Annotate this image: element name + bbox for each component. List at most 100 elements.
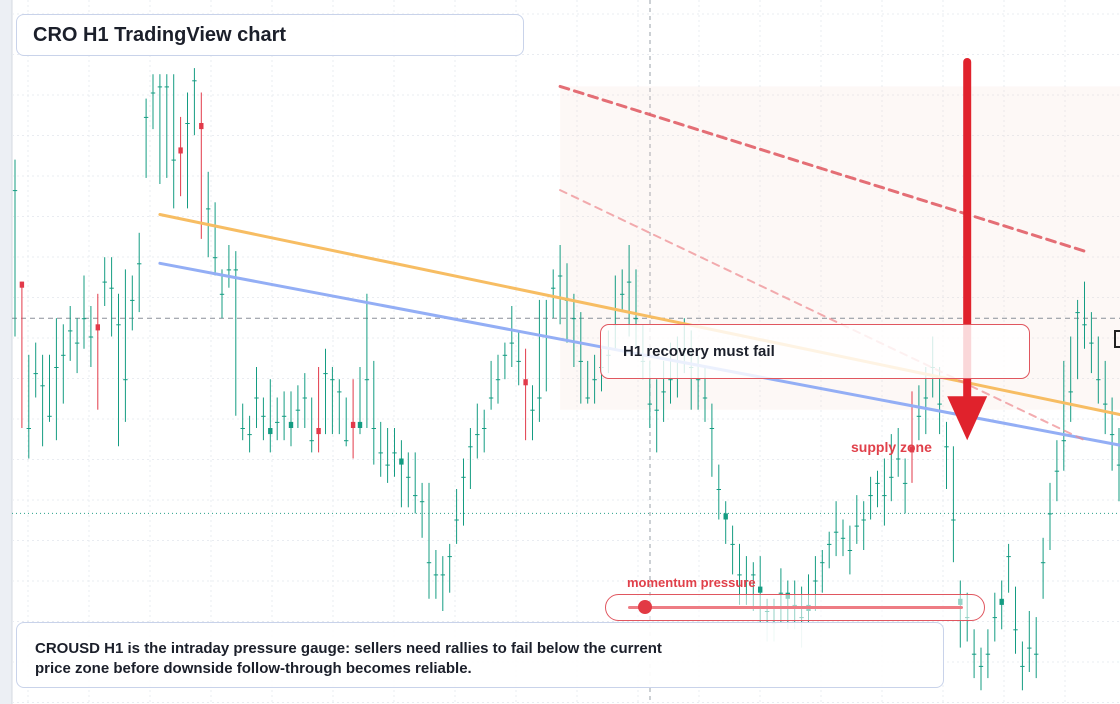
candle-body: [1034, 653, 1039, 655]
candle-body: [344, 440, 349, 442]
candle-body: [406, 476, 411, 478]
candle-body: [116, 324, 121, 326]
title-card: CRO H1 TradingView chart: [16, 14, 524, 56]
candle-body: [288, 421, 294, 428]
candle-body: [551, 287, 556, 289]
candle-body: [323, 373, 328, 375]
candle-body: [447, 556, 452, 558]
candle-body: [999, 598, 1004, 605]
candle-body: [909, 446, 915, 453]
caption-text: CROUSD H1 is the intraday pressure gauge…: [35, 640, 662, 677]
candle-body: [47, 415, 52, 417]
candle-body: [143, 116, 149, 118]
candle-body: [392, 452, 397, 454]
candle-body: [488, 397, 494, 399]
candle-body: [847, 550, 853, 551]
candle-body: [337, 391, 342, 393]
candle-body: [33, 373, 38, 375]
candle-body: [19, 281, 25, 288]
candle-body: [357, 421, 363, 428]
candle-body: [702, 397, 708, 399]
candle-body: [509, 342, 514, 344]
candle-body: [840, 537, 846, 539]
candle-body: [668, 379, 673, 381]
candle-body: [385, 464, 390, 466]
candle-body: [1040, 562, 1046, 564]
candle-body: [978, 665, 984, 667]
candle-body: [1061, 440, 1066, 442]
candle-body: [240, 428, 245, 429]
candle-body: [1082, 324, 1087, 326]
candle-body: [68, 330, 73, 332]
candle-body: [923, 397, 928, 399]
candle-body: [495, 379, 501, 381]
candle-body: [633, 318, 639, 320]
candle-body: [937, 403, 942, 405]
candle-body: [626, 281, 632, 283]
candle-body: [1116, 464, 1120, 466]
candle-body: [261, 415, 266, 417]
candle-body: [1027, 647, 1032, 649]
candle-body: [378, 452, 383, 454]
candle-body: [475, 434, 480, 436]
candle-body: [537, 397, 542, 399]
price-scale-handle[interactable]: [1114, 330, 1120, 348]
candle-body: [751, 574, 756, 576]
candle-body: [744, 580, 749, 582]
left-panel: [0, 0, 12, 704]
candle-body: [268, 428, 273, 435]
candle-body: [12, 190, 18, 192]
candle-body: [316, 428, 321, 435]
candle-body: [1096, 379, 1101, 381]
momentum-label: momentum pressure: [627, 575, 756, 590]
candle-body: [426, 562, 432, 564]
candle-body: [502, 354, 508, 356]
candle-body: [206, 208, 211, 210]
trendline: [558, 84, 1086, 253]
candle-body: [364, 379, 370, 381]
candle-body: [399, 458, 404, 465]
candle-body: [516, 360, 521, 362]
candle-body: [723, 513, 728, 520]
candle-body: [1020, 665, 1025, 667]
candle-body: [157, 86, 163, 88]
candle-body: [192, 80, 197, 82]
candle-body: [944, 446, 949, 448]
candle-body: [654, 409, 659, 411]
candle-body: [827, 543, 832, 545]
candle-body: [40, 385, 45, 387]
candle-body: [330, 379, 335, 381]
candle-body: [971, 653, 977, 655]
candle-body: [916, 415, 922, 417]
candle-body: [254, 397, 259, 399]
candle-body: [820, 562, 825, 564]
candle-body: [137, 263, 142, 265]
chart-title: CRO H1 TradingView chart: [33, 23, 287, 46]
candle-body: [571, 318, 577, 320]
candle-body: [951, 519, 956, 521]
candle-body: [454, 519, 459, 521]
candle-body: [413, 495, 418, 497]
candle-body: [247, 434, 252, 436]
candle-body: [1013, 629, 1018, 631]
candle-body: [523, 379, 528, 386]
candle-body: [1006, 556, 1011, 558]
momentum-track: [628, 606, 963, 609]
momentum-gauge: [605, 594, 985, 621]
candle-body: [585, 397, 590, 399]
candle-body: [226, 269, 232, 271]
candle-body: [1109, 434, 1115, 436]
candle-body: [833, 531, 839, 533]
candle-body: [123, 379, 128, 381]
candle-body: [212, 257, 218, 259]
candle-body: [440, 574, 445, 576]
candle-body: [1068, 391, 1073, 393]
candle-body: [578, 360, 583, 362]
candle-body: [1089, 342, 1094, 344]
candle-body: [813, 580, 818, 582]
candle-body: [433, 574, 439, 576]
candle-body: [592, 379, 597, 381]
candle-body: [302, 397, 307, 399]
candle-body: [854, 525, 859, 527]
